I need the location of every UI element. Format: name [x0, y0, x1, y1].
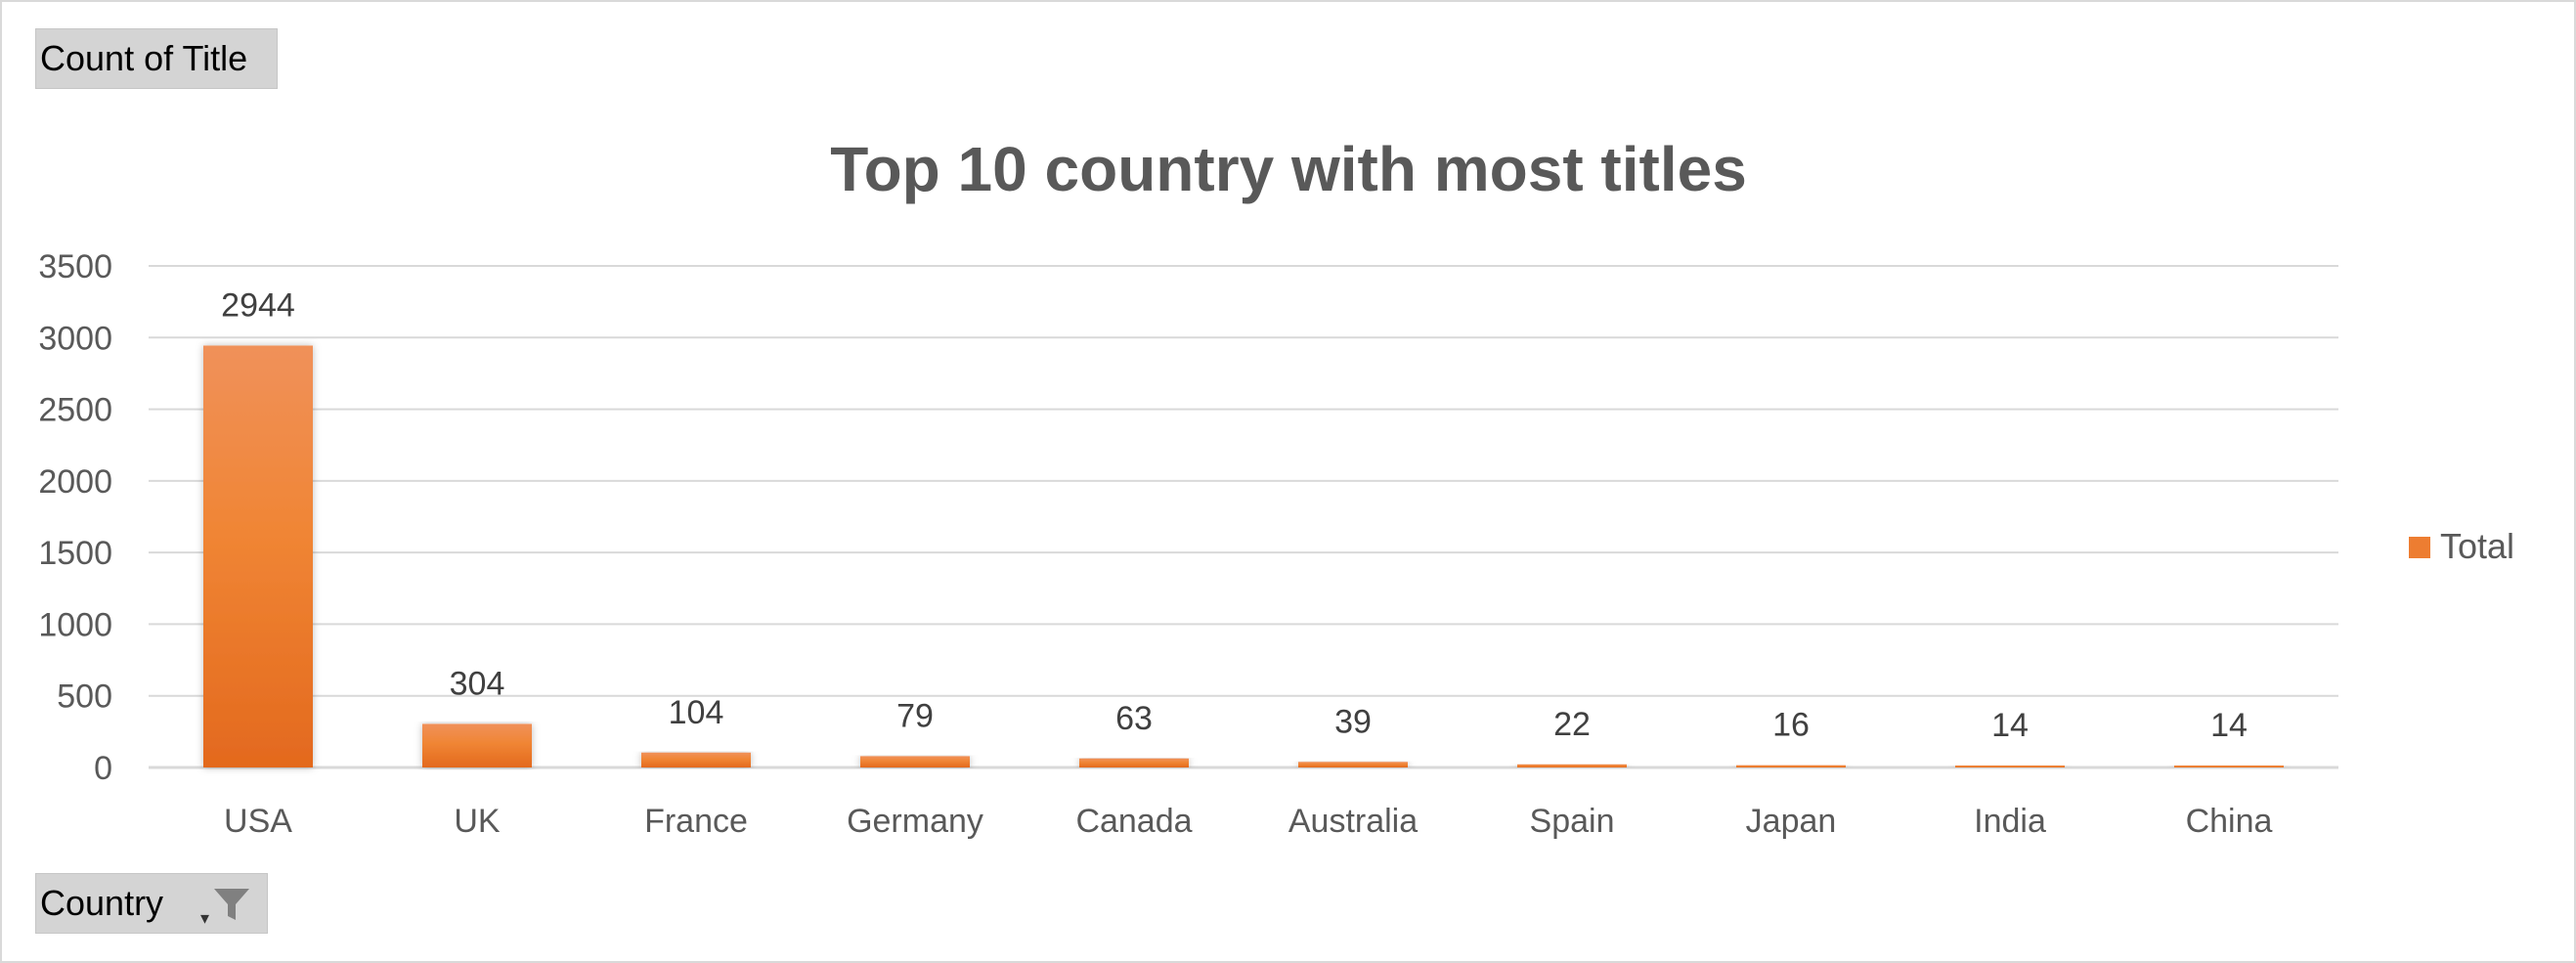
funnel-filter-icon[interactable]	[210, 883, 253, 926]
x-tick-label: USA	[224, 803, 292, 840]
data-label-uk: 304	[450, 665, 505, 702]
x-tick-label: Germany	[847, 803, 983, 840]
bars	[203, 345, 2284, 767]
x-tick-label: Japan	[1746, 803, 1837, 840]
bar-india[interactable]	[1955, 765, 2065, 767]
data-labels: 2944 304 104 79 63 39 22 16 14 14	[221, 286, 2248, 743]
y-tick-label: 1000	[38, 606, 112, 643]
bar-japan[interactable]	[1736, 765, 1846, 767]
bar-canada[interactable]	[1079, 758, 1189, 767]
data-label-spain: 22	[1553, 706, 1591, 743]
chart-title: Top 10 country with most titles	[830, 134, 1747, 204]
bar-australia[interactable]	[1298, 762, 1408, 767]
data-label-australia: 39	[1334, 703, 1372, 740]
data-label-india: 14	[1991, 707, 2029, 744]
bar-spain[interactable]	[1517, 764, 1627, 767]
x-tick-label: France	[644, 803, 748, 840]
bar-uk[interactable]	[422, 723, 532, 767]
value-field-button[interactable]: Count of Title	[35, 28, 278, 89]
legend-swatch-total	[2409, 537, 2430, 558]
data-label-china: 14	[2210, 707, 2248, 744]
axis-field-button[interactable]: Country ▾	[35, 873, 268, 934]
x-tick-label: Spain	[1530, 803, 1615, 840]
data-label-usa: 2944	[221, 286, 295, 324]
y-tick-label: 2000	[38, 463, 112, 501]
bar-france[interactable]	[641, 752, 751, 767]
x-tick-label: Australia	[1288, 803, 1418, 840]
x-tick-label: China	[2186, 803, 2273, 840]
data-label-germany: 79	[896, 697, 934, 734]
y-tick-label: 1500	[38, 535, 112, 572]
y-tick-label: 500	[57, 678, 112, 716]
x-tick-label: India	[1974, 803, 2046, 840]
value-field-label: Count of Title	[40, 38, 248, 78]
data-label-france: 104	[669, 694, 724, 731]
legend-label-total: Total	[2440, 526, 2514, 566]
bar-germany[interactable]	[860, 756, 970, 767]
data-label-canada: 63	[1115, 700, 1153, 737]
data-label-japan: 16	[1772, 707, 1810, 744]
y-tick-label: 0	[94, 750, 112, 787]
bar-china[interactable]	[2174, 765, 2284, 767]
y-axis-ticks: 0 500 1000 1500 2000 2500 3000 3500	[38, 248, 112, 787]
y-tick-label: 3500	[38, 248, 112, 285]
x-tick-label: Canada	[1075, 803, 1192, 840]
y-tick-label: 2500	[38, 392, 112, 429]
bar-usa[interactable]	[203, 345, 313, 767]
x-tick-label: UK	[454, 803, 501, 840]
dropdown-arrow-icon[interactable]: ▾	[200, 908, 210, 928]
axis-field-label: Country	[40, 883, 164, 923]
legend[interactable]: Total	[2409, 526, 2514, 566]
y-tick-label: 3000	[38, 320, 112, 357]
x-axis-ticks: USA UK France Germany Canada Australia Spain Ja…	[224, 803, 2272, 840]
